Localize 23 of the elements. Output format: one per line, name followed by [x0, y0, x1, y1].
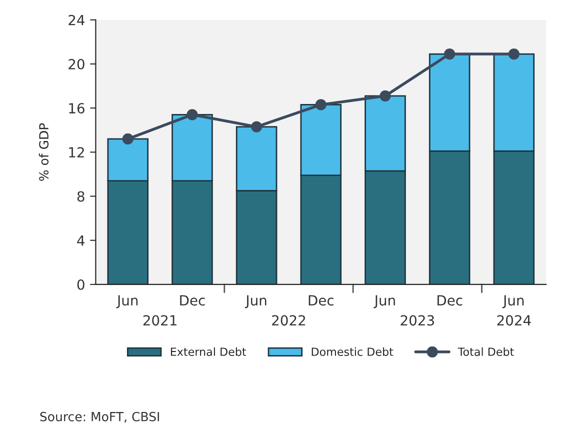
x-tick-label: Dec	[308, 295, 334, 306]
y-tick-label: 24	[68, 14, 85, 26]
text: 2021	[143, 315, 176, 326]
legend-label: Domestic Debt	[312, 347, 394, 356]
text: 2022	[272, 315, 306, 326]
legend-label: External Debt	[170, 347, 246, 356]
y-axis-title: % of GDP	[38, 123, 49, 181]
y-tick-label: 0	[77, 279, 84, 290]
x-tick-label: Dec	[438, 295, 462, 306]
legend-label: Total Debt	[458, 347, 514, 356]
y-tick-label: 4	[77, 235, 85, 246]
text: 2024	[497, 315, 531, 326]
y-tick-label: 8	[77, 191, 84, 202]
x-tick-label: Jun	[245, 295, 266, 308]
text: 2023	[400, 315, 434, 326]
x-tick-label: Dec	[180, 295, 205, 306]
y-tick-label: 16	[69, 103, 84, 114]
x-tick-label: Jun	[116, 295, 138, 308]
x-tick-label: Jun	[502, 295, 524, 308]
source-note: Source: MoFT, CBSI	[40, 412, 159, 423]
x-tick-label: Jun	[374, 295, 395, 308]
y-tick-label: 12	[69, 147, 84, 158]
y-tick-label: 20	[68, 58, 84, 70]
